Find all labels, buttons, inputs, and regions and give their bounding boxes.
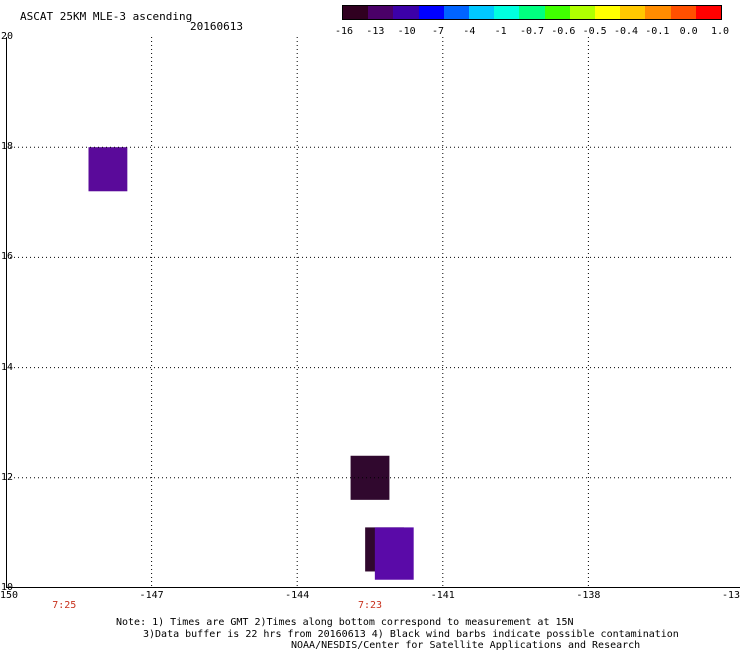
- longitude-tick-label: -135: [721, 590, 740, 601]
- latitude-tick-label: 10: [1, 582, 14, 593]
- pass-time-label: 7:23: [357, 600, 383, 611]
- footer-note-line1: Note: 1) Times are GMT 2)Times along bot…: [116, 617, 574, 628]
- color-legend-label: -13: [366, 26, 385, 37]
- color-legend-swatch: [494, 6, 520, 19]
- color-legend: [342, 5, 722, 20]
- latitude-tick-label: 12: [1, 471, 14, 483]
- longitude-tick-label: -147: [139, 590, 164, 601]
- color-legend-label: -0.6: [551, 26, 576, 37]
- color-legend-swatch: [469, 6, 495, 19]
- color-legend-label: -0.1: [645, 26, 670, 37]
- color-legend-label: -16: [334, 26, 354, 37]
- color-legend-swatch: [645, 6, 671, 19]
- color-legend-label: 0.0: [679, 26, 698, 37]
- latitude-tick-label: 16: [1, 251, 14, 263]
- color-legend-label: -0.4: [613, 26, 639, 37]
- color-legend-label: -0.7: [519, 26, 545, 37]
- wind-data-cell: [374, 527, 414, 580]
- longitude-tick-label: -150: [0, 590, 19, 601]
- color-legend-swatch: [519, 6, 545, 19]
- color-legend-label: -0.5: [582, 26, 607, 37]
- color-legend-label: -4: [463, 26, 476, 37]
- wind-data-cell: [88, 147, 128, 192]
- color-legend-swatch: [569, 6, 596, 19]
- longitude-tick-label: -138: [576, 590, 601, 601]
- map-plot-area: [6, 37, 740, 588]
- color-legend-swatch: [595, 6, 621, 19]
- color-legend-label: 1.0: [710, 26, 730, 37]
- map-title: ASCAT 25KM MLE-3 ascending: [20, 10, 193, 23]
- footer-note-line2: 3)Data buffer is 22 hrs from 20160613 4)…: [143, 629, 679, 640]
- color-legend-swatch: [393, 6, 419, 19]
- latitude-tick-label: 20: [1, 31, 14, 42]
- latitude-tick-label: 18: [1, 141, 14, 153]
- footer-credit: NOAA/NESDIS/Center for Satellite Applica…: [291, 640, 641, 651]
- pass-time-label: 7:25: [52, 600, 77, 611]
- color-legend-swatch: [443, 6, 470, 19]
- map-date: 20160613: [190, 20, 243, 33]
- color-legend-label: -7: [431, 26, 445, 37]
- color-legend-swatch: [343, 6, 369, 19]
- color-legend-swatch: [418, 6, 444, 19]
- color-legend-label: -1: [494, 26, 507, 37]
- color-legend-swatch: [368, 6, 394, 19]
- color-legend-swatch: [695, 6, 722, 19]
- color-legend-label: -10: [397, 26, 416, 37]
- longitude-tick-label: -141: [430, 590, 455, 601]
- color-legend-swatch: [620, 6, 646, 19]
- color-legend-swatch: [670, 6, 696, 19]
- longitude-tick-label: -144: [285, 590, 310, 601]
- latitude-tick-label: 14: [1, 361, 14, 373]
- color-legend-swatch: [544, 6, 570, 19]
